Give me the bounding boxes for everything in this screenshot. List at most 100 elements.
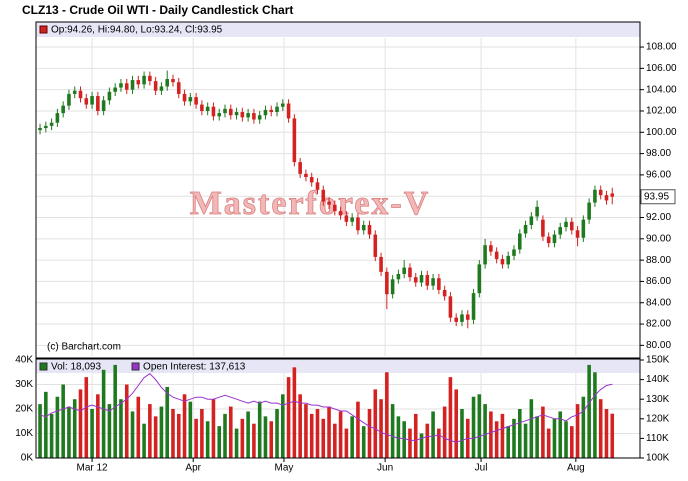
volume-bar [142,423,146,458]
candle-body [535,206,539,217]
candle-body [205,106,210,111]
volume-bar [523,423,528,458]
volume-bar [413,413,418,458]
volume-bar [211,399,216,458]
volume-bar [90,409,94,458]
volume-bar [113,364,117,458]
candle-body [471,293,476,320]
y-tick-label: 40K [15,355,33,366]
candle-body [281,103,285,107]
y-tick-label: 10K [15,428,33,439]
y2-tick-label: 110K [646,433,669,444]
candle-body [182,93,187,102]
candle-body [130,80,135,90]
x-tick-label: Jul [475,463,488,474]
credit: (c) Barchart.com [47,342,121,353]
volume-bar [546,428,551,458]
volume-bar [471,396,476,458]
volume-bar [541,406,545,458]
volume-bar [228,406,233,458]
candle-body [442,289,447,297]
candle-body [570,221,574,231]
candle-body [246,113,250,118]
volume-bar [72,399,77,458]
y-tick-label: 86.00 [646,276,671,287]
y-tick-label: 98.00 [646,148,671,159]
volume-bar [581,396,586,458]
candle-body [142,75,146,85]
volume-bar [252,423,256,458]
candle-body [234,112,239,116]
volume-bar [373,389,378,458]
volume-bar [298,394,302,458]
volume-bar [275,409,279,458]
candle-body [396,273,401,280]
candle-body [541,219,545,237]
volume-bar [309,413,314,458]
candle-body [558,227,563,235]
volume-bar [593,372,597,458]
volume-bar [390,404,395,458]
candle-body [119,83,123,88]
candle-body [286,103,291,119]
y2-tick-label: 140K [646,374,670,385]
y-tick-label: 102.00 [646,106,677,117]
y2-tick-label: 100K [646,453,670,464]
candle-body [593,189,597,203]
candle-body [124,83,129,90]
y-tick-label: 96.00 [646,170,671,181]
candle-body [333,204,337,212]
y-tick-label: 108.00 [646,42,677,53]
volume-bar [494,421,499,458]
volume-bar [107,404,112,458]
candle-body [425,275,430,286]
volume-bar [361,426,366,458]
volume-bar [321,418,326,458]
y-tick-label: 82.00 [646,319,671,330]
candle-body [217,113,222,117]
volume-bar [460,409,464,458]
candle-body [460,314,464,322]
candle-body [494,251,499,260]
volume-bar [304,404,308,458]
legend-strip [36,359,640,373]
candle-body [477,264,482,294]
candle-body [419,275,424,283]
volume-bar [442,406,447,458]
volume-bar [200,409,204,458]
volume-bar [558,411,563,458]
volume-bar [240,418,245,458]
x-tick-label: Mar 12 [77,463,109,474]
y-tick-label: 90.00 [646,233,671,244]
y-tick-label: 30K [15,379,33,390]
candle-body [575,230,580,238]
volume-bar [194,418,198,458]
candle-body [67,93,71,106]
volume-bar [564,421,568,458]
volume-bar [350,416,354,458]
volume-bar [286,377,291,458]
candle-body [200,104,204,111]
candle-body [327,201,331,205]
volume-bar [205,421,210,458]
volume-bar [570,426,574,458]
candle-body [188,97,193,102]
volume-bar [385,372,389,458]
volume-bar [49,413,54,458]
candle-body [390,279,395,295]
candle-body [292,118,297,163]
volume-bar [269,421,274,458]
candle-body [223,108,227,114]
volume-bar [477,394,482,458]
candle-body [454,317,458,322]
y-tick-label: 100.00 [646,127,677,138]
volume-bar [44,391,48,458]
volume-bar [610,413,615,458]
volume-bar [223,413,227,458]
candle-body [159,86,164,91]
candle-body [523,224,528,234]
candle-body [176,82,181,94]
volume-bar [136,396,141,458]
candle-body [55,113,60,123]
y-tick-label: 88.00 [646,255,671,266]
